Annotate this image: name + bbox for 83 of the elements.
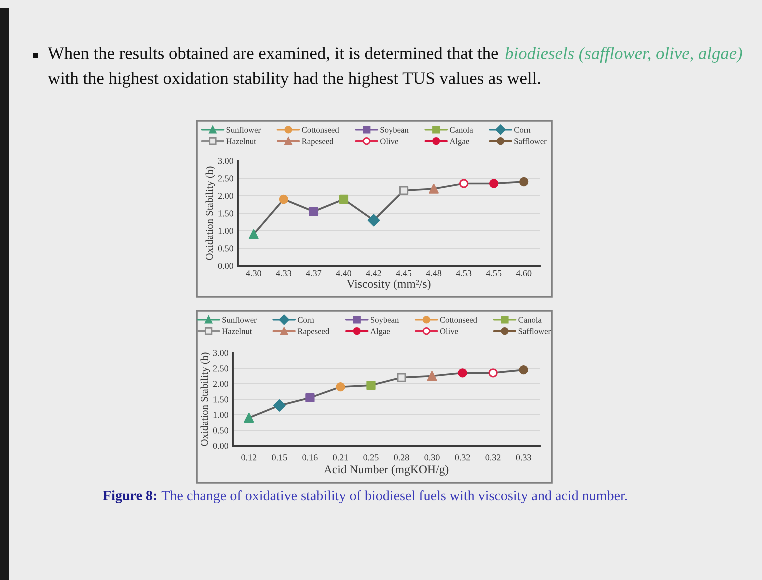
point bbox=[520, 177, 529, 187]
point bbox=[279, 194, 288, 204]
point bbox=[339, 194, 349, 204]
x-tick-label: 0.32 bbox=[486, 454, 501, 461]
legend-label: Corn bbox=[298, 317, 314, 323]
text: biodiesels (safflower, olive, algae) bbox=[506, 47, 742, 63]
y-tick-label: 0.00 bbox=[213, 443, 228, 450]
x-tick-label: 0.32 bbox=[455, 454, 470, 461]
legend-label: Rapeseed bbox=[298, 328, 330, 336]
y-tick-label: 1.50 bbox=[214, 396, 228, 403]
y-tick-label: 1.00 bbox=[214, 412, 228, 418]
legend-label: Olive bbox=[440, 328, 458, 334]
point bbox=[459, 179, 469, 188]
legend-label: Sunflower bbox=[222, 316, 257, 323]
point bbox=[306, 393, 315, 403]
x-tick-label: 0.33 bbox=[516, 454, 532, 461]
legend-label: Soybean bbox=[371, 317, 400, 325]
point bbox=[336, 382, 346, 392]
x-tick-label: 4.45 bbox=[396, 270, 412, 277]
x-tick-label: 4.37 bbox=[306, 270, 322, 277]
legend-label: Algae bbox=[450, 138, 470, 146]
x-tick-label: 0.12 bbox=[242, 454, 257, 461]
legend-label: Hazelnut bbox=[222, 328, 252, 334]
legend-label: Soybean bbox=[380, 127, 409, 135]
y-tick-label: 3.00 bbox=[213, 350, 228, 356]
point bbox=[366, 380, 376, 390]
point bbox=[490, 179, 499, 188]
x-tick-label: 0.21 bbox=[333, 454, 348, 461]
caption: Figure 8: bbox=[103, 490, 156, 504]
x-tick-label: 0.28 bbox=[394, 454, 410, 461]
point bbox=[368, 214, 380, 227]
y-tick-label: 2.50 bbox=[213, 366, 228, 372]
y-tick-label: 1.00 bbox=[218, 228, 234, 234]
x-tick-label: 4.33 bbox=[276, 270, 292, 277]
x-tick-label: 4.30 bbox=[246, 270, 262, 277]
legend-label: Canola bbox=[450, 127, 474, 133]
x-tick-label: 0.30 bbox=[424, 454, 440, 461]
x-tick-label: 0.15 bbox=[272, 454, 288, 461]
y-tick-label: 3.00 bbox=[218, 158, 234, 164]
x-tick-label: 4.48 bbox=[426, 270, 442, 277]
legend-label: Safflower bbox=[518, 328, 551, 334]
legend-label: Rapeseed bbox=[302, 138, 334, 146]
y-tick-label: 0.00 bbox=[218, 263, 234, 270]
legend-label: Olive bbox=[380, 138, 398, 144]
y-tick-label: 0.50 bbox=[213, 428, 228, 434]
point bbox=[458, 368, 468, 378]
legend-label: Canola bbox=[518, 317, 542, 323]
x-axis-title: Acid Number (mgKOH/g) bbox=[324, 465, 449, 476]
x-tick-label: 4.40 bbox=[336, 270, 352, 277]
legend-label: Hazelnut bbox=[226, 138, 256, 144]
x-tick-label: 4.42 bbox=[366, 270, 382, 277]
point bbox=[488, 368, 498, 378]
y-axis-title: Oxidation Stability (h) bbox=[200, 352, 210, 446]
x-tick-label: 4.53 bbox=[456, 270, 472, 277]
legend-label: Sunflower bbox=[226, 126, 261, 133]
point bbox=[399, 186, 409, 196]
y-axis-title: Oxidation Stability (h) bbox=[206, 166, 216, 260]
x-tick-label: 4.55 bbox=[486, 270, 502, 277]
legend-label: Cottonseed bbox=[440, 317, 478, 323]
y-tick-label: 2.00 bbox=[213, 381, 228, 388]
text: When the results obtained are examined, it is determined that the bbox=[48, 47, 498, 62]
x-axis-title: Viscosity (mm²/s) bbox=[346, 280, 431, 290]
x-tick-label: 4.60 bbox=[516, 270, 532, 277]
legend-label: Safflower bbox=[514, 138, 547, 144]
point bbox=[248, 230, 259, 240]
legend-label: Cottonseed bbox=[302, 127, 340, 133]
point bbox=[244, 413, 254, 424]
point bbox=[429, 184, 439, 194]
point bbox=[427, 371, 438, 382]
x-tick-label: 0.25 bbox=[364, 454, 379, 461]
point bbox=[274, 400, 286, 412]
y-tick-label: 1.50 bbox=[218, 210, 234, 217]
x-tick-label: 0.16 bbox=[302, 454, 318, 461]
legend-label: Corn bbox=[514, 127, 531, 133]
text: The change of oxidative stability of biodiesel fuels with viscosity and acid number. bbox=[162, 490, 628, 504]
point bbox=[309, 207, 319, 216]
point bbox=[519, 365, 528, 375]
legend-label: Algae bbox=[370, 328, 390, 336]
text: with the highest oxidation stability had the highest TUS values as well. bbox=[48, 72, 540, 88]
y-tick-label: 2.00 bbox=[218, 193, 234, 200]
y-tick-label: 2.50 bbox=[218, 176, 234, 182]
y-tick-label: 0.50 bbox=[218, 246, 234, 252]
point bbox=[397, 373, 406, 382]
